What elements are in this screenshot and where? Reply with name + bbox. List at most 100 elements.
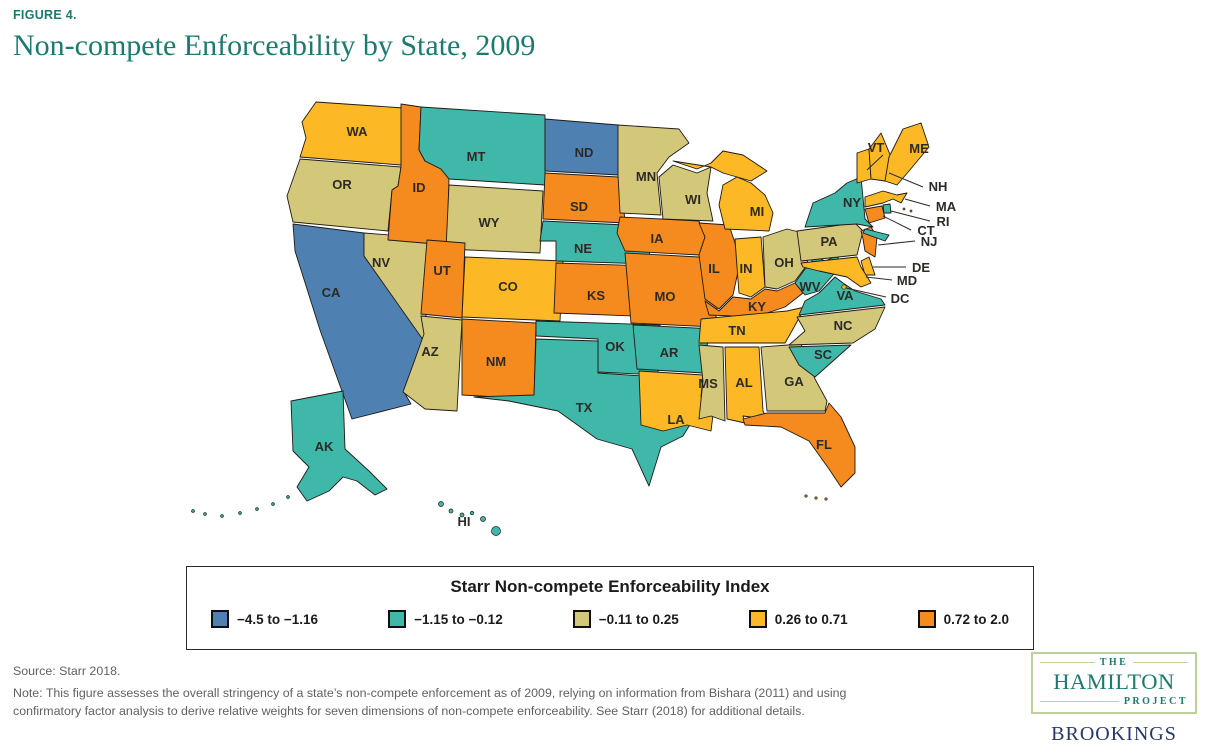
state-LA [638,370,716,432]
state-label-WV: WV [800,279,821,294]
state-NY-island [862,228,890,242]
state-label-MD: MD [897,273,917,288]
state-MI [672,150,768,182]
state-label-SD: SD [570,199,588,214]
state-AK-island [220,514,224,518]
state-WI [658,164,714,222]
state-SD [542,172,626,224]
logo-rule [1040,661,1095,664]
state-label-MS: MS [698,376,718,391]
state-IN [734,236,766,298]
state-label-PA: PA [820,234,838,249]
state-label-OK: OK [605,339,625,354]
logo-project: PROJECT [1123,696,1188,707]
state-TN [698,306,806,344]
state-ME [884,122,930,186]
state-label-WY: WY [479,215,500,230]
state-label-OR: OR [332,177,352,192]
state-label-DE: DE [912,260,930,275]
state-label-OH: OH [774,255,794,270]
leader-line-MD [865,276,893,281]
legend-item: −4.5 to −1.16 [211,610,318,628]
leader-line-NH [888,172,924,188]
figure-label: FIGURE 4. [13,8,77,22]
leader-line-NJ [877,240,916,246]
state-FL-island [804,494,808,498]
legend-item: −0.11 to 0.25 [572,610,679,628]
state-label-NM: NM [486,354,506,369]
state-label-NV: NV [372,255,390,270]
state-label-MI: MI [750,204,764,219]
logo-the: THE [1099,657,1129,668]
leader-line-RI [890,210,931,222]
state-NY [804,176,874,228]
state-label-AK: AK [315,439,334,454]
state-FL-island [824,497,828,501]
state-FL [742,402,856,488]
state-MA [864,190,908,208]
leader-line-VT [866,154,884,171]
state-label-AR: AR [660,345,679,360]
state-WY [445,184,544,254]
legend-item: 0.72 to 2.0 [917,610,1009,628]
legend-items: −4.5 to −1.16 −1.15 to −0.12 −0.11 to 0.25… [187,610,1033,628]
figure-title: Non-compete Enforceability by State, 200… [13,29,536,62]
legend-swatch [748,610,767,628]
state-NC [788,306,886,346]
state-label-MO: MO [655,289,676,304]
legend-swatch [388,610,407,628]
state-DC-island [841,284,847,290]
logo-rule [1040,700,1119,703]
leader-line-MA [904,198,931,207]
state-HI-island [491,526,501,536]
source-text: Source: Starr 2018. [13,664,121,678]
state-label-DC: DC [891,291,910,306]
logo-project-row: PROJECT [1040,696,1188,707]
legend-label: −4.5 to −1.16 [237,611,319,627]
state-MN [617,124,690,216]
state-VA [798,276,886,316]
state-label-SC: SC [814,347,833,362]
state-TX [473,338,692,487]
state-label-TN: TN [728,323,745,338]
state-label-KY: KY [748,299,766,314]
state-UT [420,239,466,319]
hamilton-project-logo: THE HAMILTON PROJECT [1031,652,1197,714]
state-HI-island [459,512,465,518]
state-label-UT: UT [433,263,450,278]
figure-header: FIGURE 4. Non-compete Enforceability by … [13,8,535,63]
leader-line-CT [882,215,912,231]
state-SC [788,344,852,378]
legend-swatch [572,610,591,628]
state-label-FL: FL [816,437,832,452]
state-label-LA: LA [667,412,685,427]
legend-swatch [211,610,229,628]
state-label-WA: WA [347,124,369,139]
state-label-IL: IL [708,261,720,276]
state-label-KS: KS [587,288,605,303]
state-AZ [402,315,463,412]
state-label-WI: WI [685,192,701,207]
state-MS [698,344,726,422]
legend-item: −1.15 to −0.12 [388,610,503,628]
state-HI-island [438,501,444,507]
legend-box: Starr Non-compete Enforceability Index −… [186,566,1034,650]
state-label-MN: MN [636,169,656,184]
legend-label: −0.11 to 0.25 [598,611,679,627]
note-text: Note: This figure assesses the overall s… [13,685,847,718]
state-IL [698,222,740,310]
hamilton-brookings-logo: THE HAMILTON PROJECT BROOKINGS [1031,652,1197,746]
state-HI-island [469,510,475,516]
state-label-AZ: AZ [421,344,438,359]
state-MA-island [902,207,906,211]
leader-line-DC [845,287,887,298]
state-label-NJ: NJ [921,234,938,249]
state-label-NY: NY [843,195,861,210]
state-label-IA: IA [651,231,665,246]
state-label-ID: ID [413,180,426,195]
state-RI [882,203,892,214]
legend-item: 0.26 to 0.71 [748,610,848,628]
legend-label: 0.26 to 0.71 [774,611,848,627]
state-label-NC: NC [834,318,853,333]
